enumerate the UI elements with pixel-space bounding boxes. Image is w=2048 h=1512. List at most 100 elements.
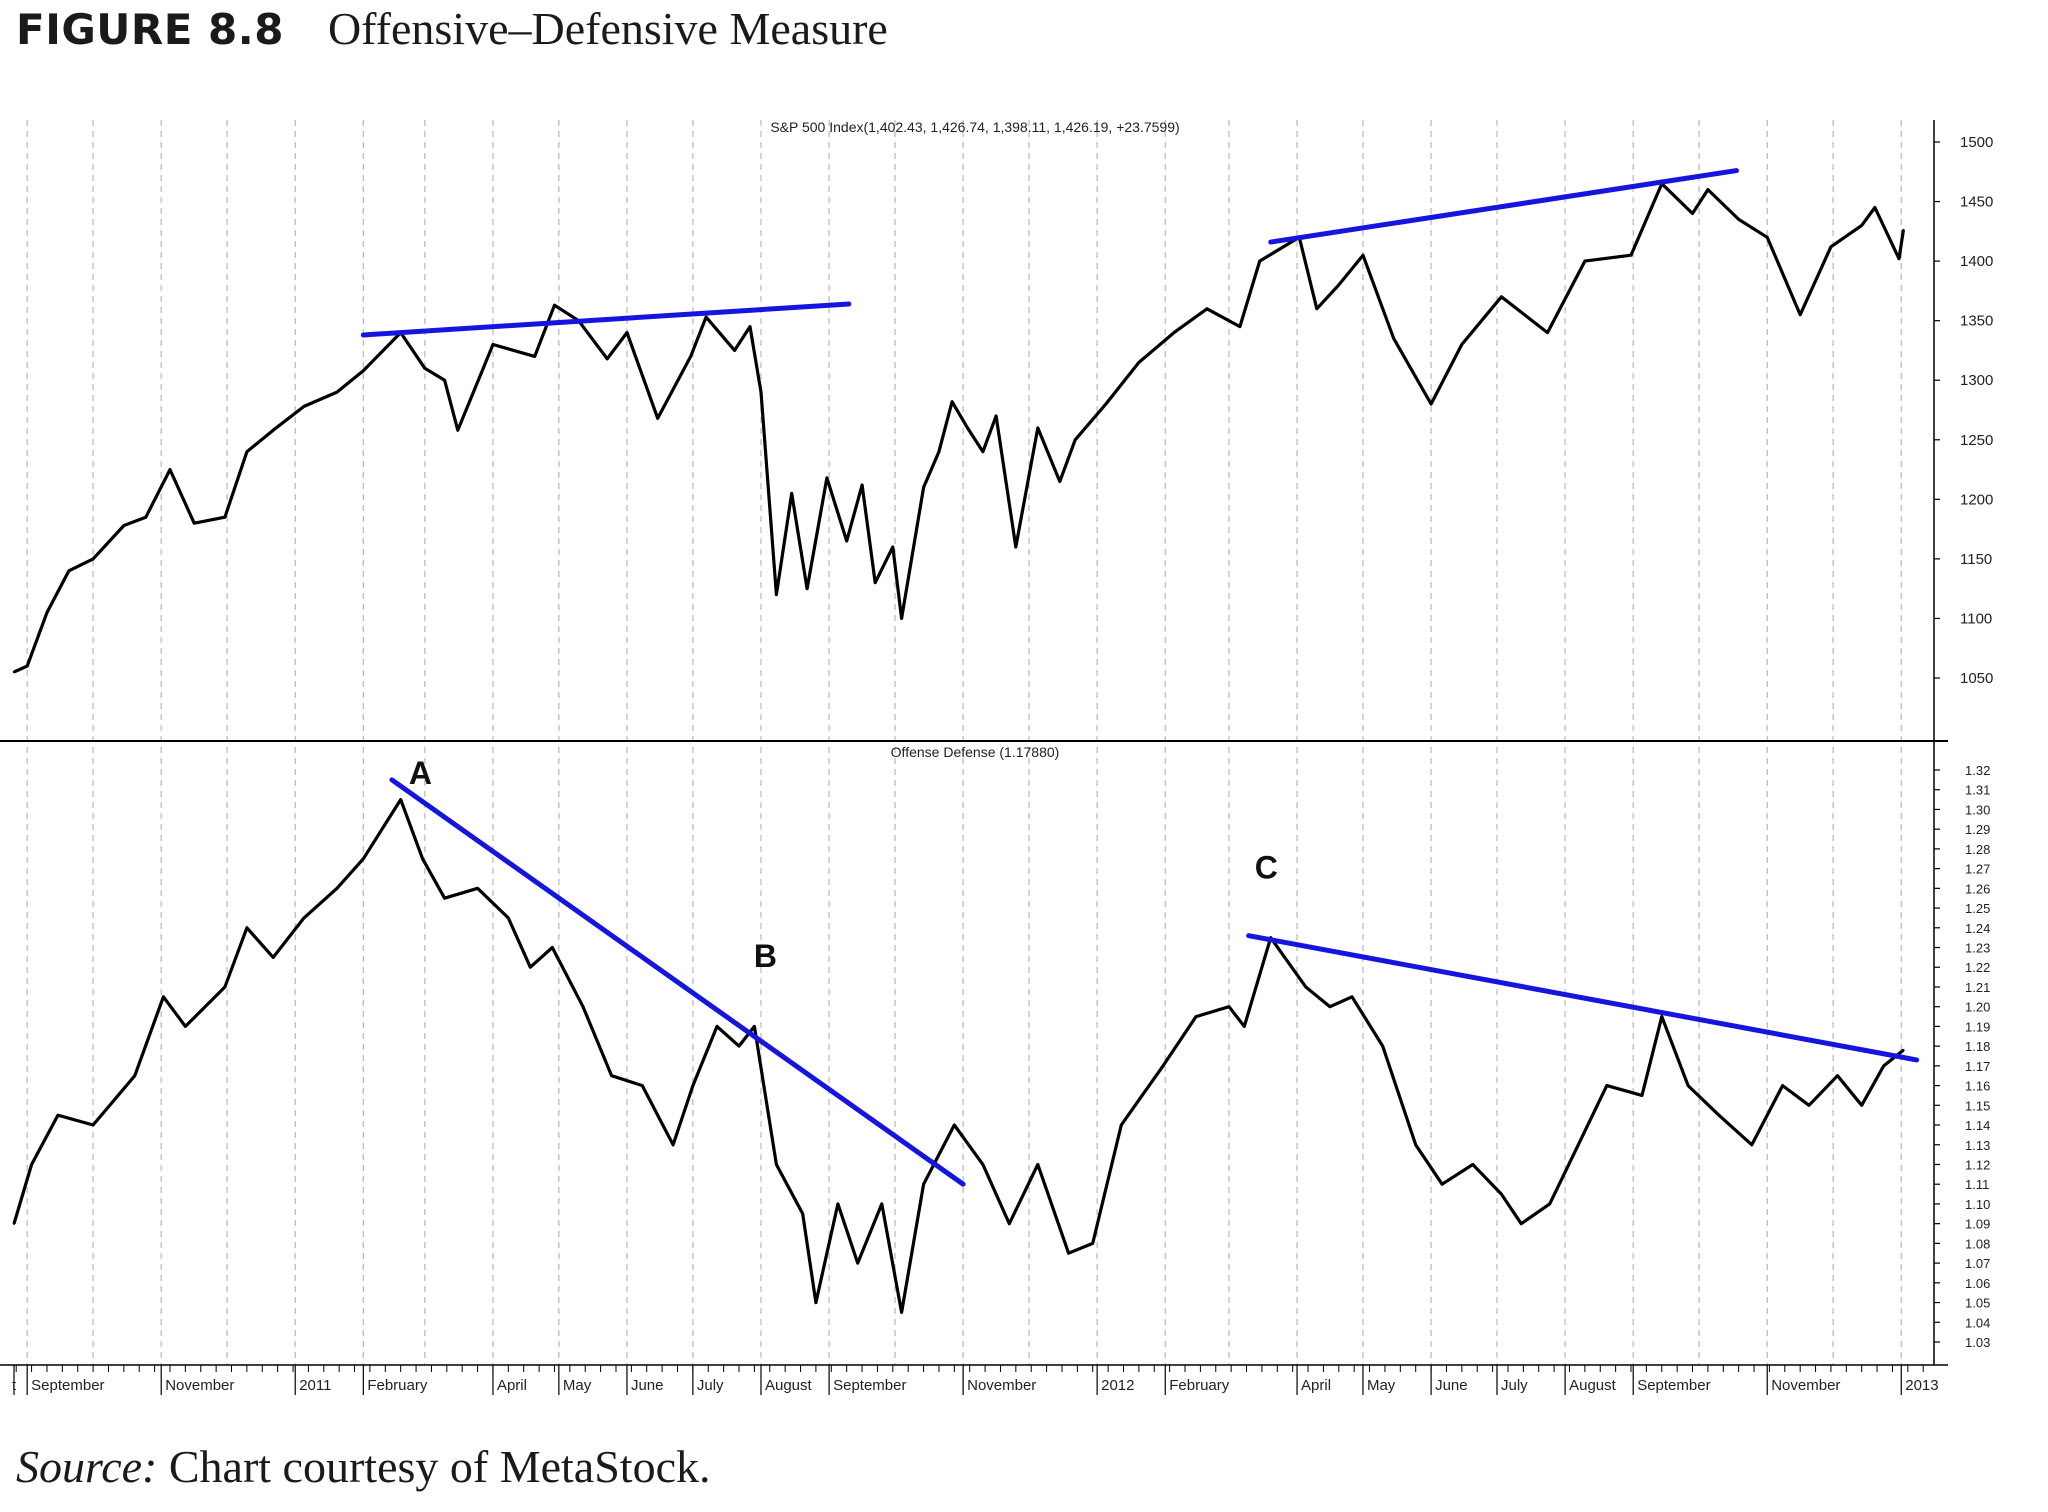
offense-defense-data-point [1304, 985, 1308, 989]
offense-defense-data-point [272, 956, 275, 959]
sp500-data-point [491, 343, 495, 346]
y-tick-label: 1.31 [1965, 783, 1990, 798]
offense-defense-data-point [836, 1202, 840, 1206]
y-tick-label: 1.26 [1965, 881, 1990, 896]
x-tick-label: April [1301, 1377, 1331, 1394]
y-tick-label: 1.23 [1965, 941, 1990, 956]
source-text: Chart courtesy of MetaStock. [157, 1441, 711, 1492]
sp500-data-point [45, 611, 49, 614]
trendline-sp500-1 [360, 301, 852, 338]
offense-defense-data-point [1686, 1084, 1690, 1087]
sp500-data-point [1829, 245, 1833, 248]
y-tick-label: 1500 [1960, 134, 1993, 151]
y-tick-label: 1.22 [1965, 960, 1990, 975]
y-tick-label: 1.06 [1965, 1276, 1990, 1291]
y-tick-label: 1.03 [1965, 1335, 1990, 1350]
sp500-data-point [625, 331, 629, 334]
annotation-c: C [1255, 849, 1278, 885]
offense-defense-data-point [302, 916, 306, 920]
offense-defense-data-point [1328, 1005, 1332, 1008]
offense-defense-data-point [1717, 1114, 1721, 1117]
sp500-data-point [1799, 313, 1802, 316]
sp500-data-point [443, 379, 446, 382]
x-tick-label: April [497, 1377, 527, 1394]
offense-defense-data-point [1640, 1094, 1644, 1097]
y-tick-label: 1300 [1960, 372, 1993, 389]
sp500-data-point [689, 355, 692, 358]
sp500-data-point [1074, 438, 1077, 441]
sp500-data-point [1205, 307, 1209, 310]
sp500-data-point [1036, 426, 1040, 430]
offense-defense-data-point [981, 1163, 985, 1166]
y-tick-label: 1450 [1960, 194, 1993, 211]
y-tick-label: 1.29 [1965, 822, 1990, 837]
offense-defense-data-point [641, 1084, 644, 1087]
sp500-data-point [860, 483, 864, 487]
sp500-data-point [193, 522, 196, 525]
y-tick-label: 1.05 [1965, 1296, 1990, 1311]
offense-defense-data-point [753, 1025, 756, 1028]
offense-defense-data-point [814, 1301, 818, 1304]
offense-defense-data-point [1036, 1163, 1040, 1166]
x-tick-label: November [1771, 1377, 1840, 1394]
x-tick-label: July [1501, 1377, 1528, 1394]
x-tick-label: August [1569, 1377, 1617, 1394]
x-tick-label: 2012 [1101, 1377, 1134, 1394]
offense-defense-data-point [1577, 1143, 1580, 1147]
sp500-data-point [937, 450, 941, 453]
sp500-data-point [748, 325, 752, 328]
sp500-data-point [1137, 361, 1141, 364]
sp500-data-point [1873, 206, 1877, 209]
offense-defense-data-point [1836, 1074, 1839, 1077]
x-tick-label: September [31, 1377, 104, 1394]
sp500-data-point [1337, 283, 1341, 287]
y-tick-label: 1.09 [1965, 1217, 1990, 1232]
offense-defense-data-point [1605, 1084, 1609, 1087]
sp500-data-point [1172, 331, 1176, 334]
offense-defense-data-point [880, 1202, 883, 1206]
offense-defense-data-point [900, 1311, 903, 1314]
sp500-data-point [1629, 254, 1633, 257]
y-tick-label: 1050 [1960, 670, 1993, 687]
sp500-data-point [759, 390, 763, 394]
sp500-data-point [1583, 259, 1587, 263]
source-caption: Source: Chart courtesy of MetaStock. [16, 1440, 711, 1493]
sp500-data-point [1104, 402, 1108, 406]
x-tick-label: 2011 [299, 1377, 331, 1394]
sp500-data-point [1860, 224, 1863, 227]
offense-defense-data-point [1520, 1222, 1523, 1225]
y-tick-label: 1.20 [1965, 1000, 1990, 1015]
offense-defense-data-point [30, 1163, 33, 1166]
offense-defense-data-point [1807, 1104, 1811, 1107]
sp500-data-point [1897, 257, 1901, 260]
trendline-od-1 [389, 777, 966, 1187]
sp500-data-point [1392, 337, 1395, 340]
sp500-data-point [1258, 259, 1261, 263]
sp500-data-point [1460, 343, 1464, 346]
y-tick-label: 1.28 [1965, 842, 1990, 857]
offense-defense-data-point [1161, 1064, 1165, 1068]
offense-defense-data-point [1440, 1183, 1444, 1186]
sp500-data-point [1706, 188, 1710, 191]
x-tick-label: September [833, 1377, 906, 1394]
sp500-data-point [26, 664, 29, 668]
sp500-data-point [12, 670, 16, 674]
x-tick-label: 2013 [1905, 1377, 1938, 1394]
offense-defense-data-point [1243, 1025, 1246, 1028]
figure-title: Offensive–Defensive Measure [327, 3, 888, 54]
sp500-data-point [533, 355, 536, 358]
annotation-b: B [754, 938, 777, 974]
offense-defense-data-point [1008, 1222, 1011, 1225]
sp500-price-line [13, 182, 1905, 674]
figure-number: FIGURE 8.8 [16, 5, 284, 54]
sp500-data-point [362, 369, 365, 372]
offense-defense-data-point [162, 995, 165, 998]
offense-defense-data-point [610, 1074, 613, 1077]
offense-defense-data-point [91, 1123, 95, 1127]
offense-defense-data-point [1500, 1192, 1503, 1196]
sp500-data-point [1737, 218, 1740, 221]
offense-defense-data-point [1781, 1084, 1784, 1087]
offense-defense-data-point [1091, 1242, 1094, 1245]
y-tick-label: 1.07 [1965, 1256, 1990, 1271]
y-tick-label: 1.14 [1965, 1118, 1990, 1133]
